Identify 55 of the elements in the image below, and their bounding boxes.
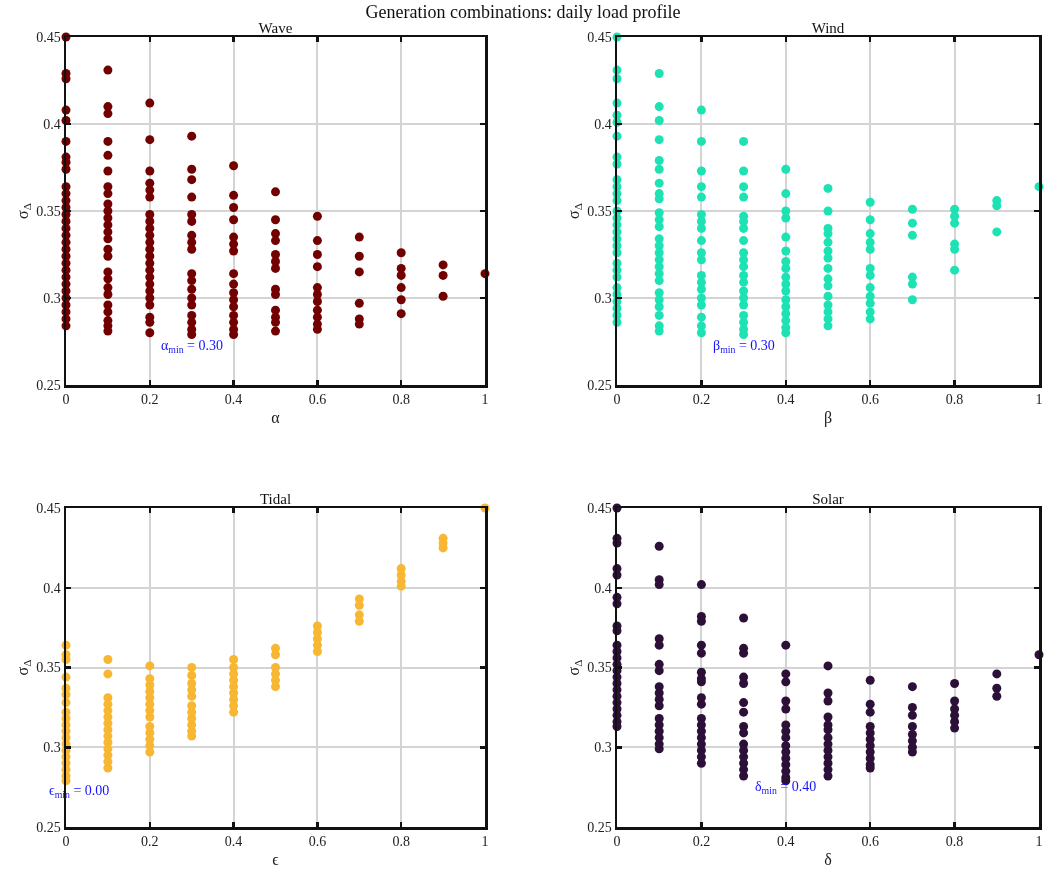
x-tick-label: 0.8 (392, 392, 410, 408)
text: Generation combinations: daily load profile (365, 2, 681, 22)
x-tick-label: 1 (481, 834, 489, 850)
chart-title: Wind (811, 20, 845, 36)
y-tick-label: 0.4 (43, 116, 61, 132)
x-tick-label: 0.6 (861, 392, 879, 408)
x-tick-label: 0.4 (777, 392, 795, 408)
chart-title: Tidal (259, 491, 292, 507)
x-tick-label: 0 (613, 392, 621, 408)
x-tick-label: 0.4 (224, 392, 243, 408)
x-tick-label: 0.2 (692, 392, 711, 408)
x-tick-label: 0.6 (308, 392, 327, 408)
y-tick-label: 0.3 (594, 290, 612, 306)
x-tick-label: 0.8 (945, 834, 964, 850)
chart-title: Solar (812, 491, 844, 507)
x-tick-label: 0 (62, 834, 70, 850)
y-tick-label: 0.3 (43, 740, 61, 756)
x-tick-label: 0 (613, 834, 621, 850)
x-tick-label: 0.8 (392, 834, 410, 850)
x-tick-label: 0.6 (861, 834, 879, 850)
x-tick-label: 1 (481, 392, 489, 408)
x-tick-label: 0.6 (308, 834, 327, 850)
chart-title: Wave (258, 20, 293, 36)
annotation: β$_{min}$ = 0.30 (713, 338, 775, 355)
y-tick-label: 0.25 (36, 819, 61, 835)
x-axis-title: δ (824, 851, 832, 869)
x-axis-title: β (823, 409, 833, 428)
x-tick-label: 0 (62, 392, 70, 408)
y-tick-label: 0.4 (594, 116, 612, 132)
y-tick-label: 0.35 (36, 203, 61, 219)
x-tick-label: 0.4 (777, 834, 795, 850)
y-tick-label: 0.35 (587, 203, 612, 219)
y-tick-label: 0.35 (36, 660, 61, 676)
x-tick-label: 1 (1035, 834, 1043, 850)
y-tick-label: 0.45 (36, 500, 61, 516)
x-axis-title: ϵ (272, 851, 280, 869)
y-tick-label: 0.25 (36, 377, 61, 393)
x-tick-label: 0.4 (224, 834, 243, 850)
x-tick-label: 0.2 (141, 834, 159, 850)
y-tick-label: 0.45 (36, 29, 61, 45)
y-tick-label: 0.45 (587, 500, 612, 516)
x-axis-title: α (271, 409, 281, 427)
y-tick-label: 0.25 (587, 377, 612, 393)
x-tick-label: 0.8 (945, 392, 964, 408)
y-tick-label: 0.3 (594, 740, 612, 756)
y-tick-label: 0.35 (587, 660, 612, 676)
x-tick-label: 1 (1035, 392, 1043, 408)
y-tick-label: 0.45 (587, 29, 612, 45)
y-tick-label: 0.4 (43, 580, 61, 596)
annotation: α$_{min}$ = 0.30 (161, 338, 223, 355)
x-tick-label: 0.2 (141, 392, 159, 408)
x-tick-label: 0.2 (692, 834, 711, 850)
y-tick-label: 0.4 (594, 580, 612, 596)
y-tick-label: 0.3 (43, 290, 61, 306)
y-tick-label: 0.25 (587, 819, 612, 835)
